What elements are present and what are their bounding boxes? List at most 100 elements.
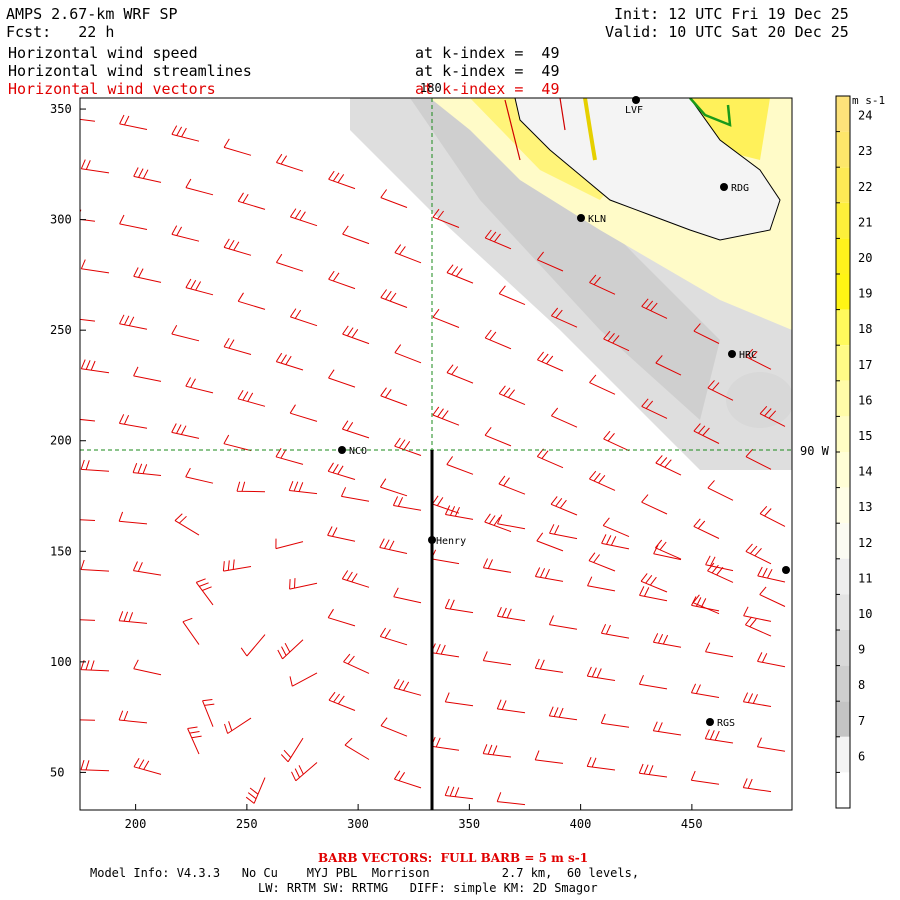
wind-barb bbox=[392, 496, 422, 511]
wind-barb bbox=[603, 330, 630, 352]
station-dot-henry bbox=[428, 536, 436, 544]
wind-barb bbox=[482, 651, 512, 666]
wind-barb bbox=[328, 369, 356, 388]
wind-barb bbox=[600, 713, 630, 728]
wind-barb bbox=[171, 225, 200, 242]
wind-barb bbox=[482, 558, 512, 573]
colorbar-label: 12 bbox=[858, 536, 872, 550]
wind-barb bbox=[589, 470, 616, 491]
wind-barb bbox=[380, 289, 408, 308]
speed-shading-right-gray bbox=[726, 372, 792, 428]
station-label-lvf: LVF bbox=[625, 105, 643, 116]
wind-barb bbox=[704, 729, 734, 744]
wind-barb bbox=[759, 505, 786, 527]
wind-barb bbox=[549, 524, 578, 540]
field-level-speed: at k-index = 49 bbox=[415, 44, 560, 62]
wind-barb bbox=[132, 463, 162, 476]
colorbar-label: 20 bbox=[858, 251, 872, 265]
colorbar-swatch bbox=[836, 274, 850, 310]
colorbar-units: m s-1 bbox=[852, 94, 885, 107]
station-label-hrc: HRC bbox=[739, 350, 757, 361]
wind-barb bbox=[586, 666, 616, 681]
wind-barb bbox=[602, 517, 630, 538]
wind-barb bbox=[133, 267, 162, 283]
wind-barb bbox=[639, 586, 668, 602]
y-tick-label: 300 bbox=[50, 213, 72, 227]
wind-barb bbox=[185, 467, 214, 484]
colorbar-swatch bbox=[836, 558, 850, 595]
physics-info: LW: RRTM SW: RRTMG DIFF: simple KM: 2D S… bbox=[258, 881, 598, 895]
wind-barb bbox=[289, 208, 318, 227]
wind-barb bbox=[690, 683, 720, 698]
wind-barb bbox=[236, 481, 266, 493]
plot-frame bbox=[79, 97, 793, 811]
wind-barb bbox=[498, 285, 526, 306]
wind-barb bbox=[185, 278, 214, 296]
colorbar: 24 23 22 21 20 19 18 17 16 15 14 13 12 11 10 9 8 7 6 bbox=[835, 95, 872, 809]
colorbar-swatch bbox=[836, 736, 850, 773]
wind-barb bbox=[275, 352, 304, 371]
wind-barb bbox=[223, 337, 252, 355]
colorbar-label: 11 bbox=[858, 571, 872, 585]
colorbar-label: 22 bbox=[858, 180, 872, 194]
wind-barb bbox=[537, 251, 564, 272]
wind-barb bbox=[393, 587, 422, 604]
wind-barb bbox=[640, 573, 668, 593]
wind-barb bbox=[393, 679, 422, 696]
station-dot-edge bbox=[782, 566, 790, 574]
wind-barb bbox=[757, 652, 786, 668]
wind-barb bbox=[223, 238, 252, 256]
wind-barb bbox=[380, 189, 408, 208]
wind-barb bbox=[280, 737, 304, 763]
wind-barb bbox=[638, 674, 668, 690]
y-tick-label: 150 bbox=[50, 544, 72, 558]
station-dot-rgs bbox=[706, 718, 714, 726]
wind-barb bbox=[380, 717, 408, 737]
colorbar-swatch bbox=[836, 131, 850, 168]
wind-barb bbox=[327, 462, 356, 480]
wind-barb bbox=[343, 653, 370, 674]
wind-barb bbox=[496, 699, 526, 714]
speed-shading-yellow-2 bbox=[690, 98, 770, 160]
wind-barb bbox=[707, 380, 734, 401]
colorbar-swatch bbox=[836, 309, 850, 346]
wind-barb bbox=[537, 351, 564, 372]
wind-barb bbox=[759, 405, 786, 427]
wind-barb bbox=[691, 596, 720, 612]
wind-barb bbox=[655, 355, 682, 376]
wind-barb bbox=[275, 447, 304, 465]
barb-legend: BARB VECTORS: FULL BARB = 5 m s-1 bbox=[318, 851, 589, 865]
wind-barb bbox=[223, 434, 252, 452]
wind-barb bbox=[496, 792, 526, 806]
colorbar-label: 16 bbox=[858, 393, 872, 407]
colorbar-label: 13 bbox=[858, 500, 872, 514]
wind-barb bbox=[551, 307, 578, 328]
wind-barb bbox=[379, 627, 408, 646]
x-tick-label: 300 bbox=[347, 817, 369, 831]
wind-barb bbox=[498, 385, 526, 406]
field-name-speed: Horizontal wind speed bbox=[8, 44, 198, 62]
forecast-hour: Fcst: 22 h bbox=[6, 23, 115, 41]
y-tick-label: 250 bbox=[50, 323, 72, 337]
wind-barb bbox=[484, 229, 512, 250]
wind-barb bbox=[275, 253, 304, 272]
wind-barb bbox=[171, 325, 200, 342]
wind-barb bbox=[653, 544, 682, 561]
wind-barb bbox=[444, 505, 474, 520]
wind-barb bbox=[174, 513, 200, 536]
wind-barb bbox=[80, 259, 110, 274]
wind-barb bbox=[187, 726, 202, 755]
wind-barb bbox=[655, 539, 682, 560]
wind-barb bbox=[536, 532, 564, 552]
wind-barb bbox=[705, 642, 734, 658]
wind-barb bbox=[600, 623, 630, 639]
wind-barb bbox=[693, 423, 720, 444]
coastline-yellow bbox=[583, 98, 597, 161]
wind-barb bbox=[289, 578, 318, 590]
field-level-vectors: at k-index = 49 bbox=[415, 80, 560, 98]
colorbar-swatch bbox=[836, 96, 850, 132]
wind-barb bbox=[394, 344, 422, 364]
wind-barb bbox=[240, 634, 266, 657]
wind-barb bbox=[534, 567, 564, 582]
